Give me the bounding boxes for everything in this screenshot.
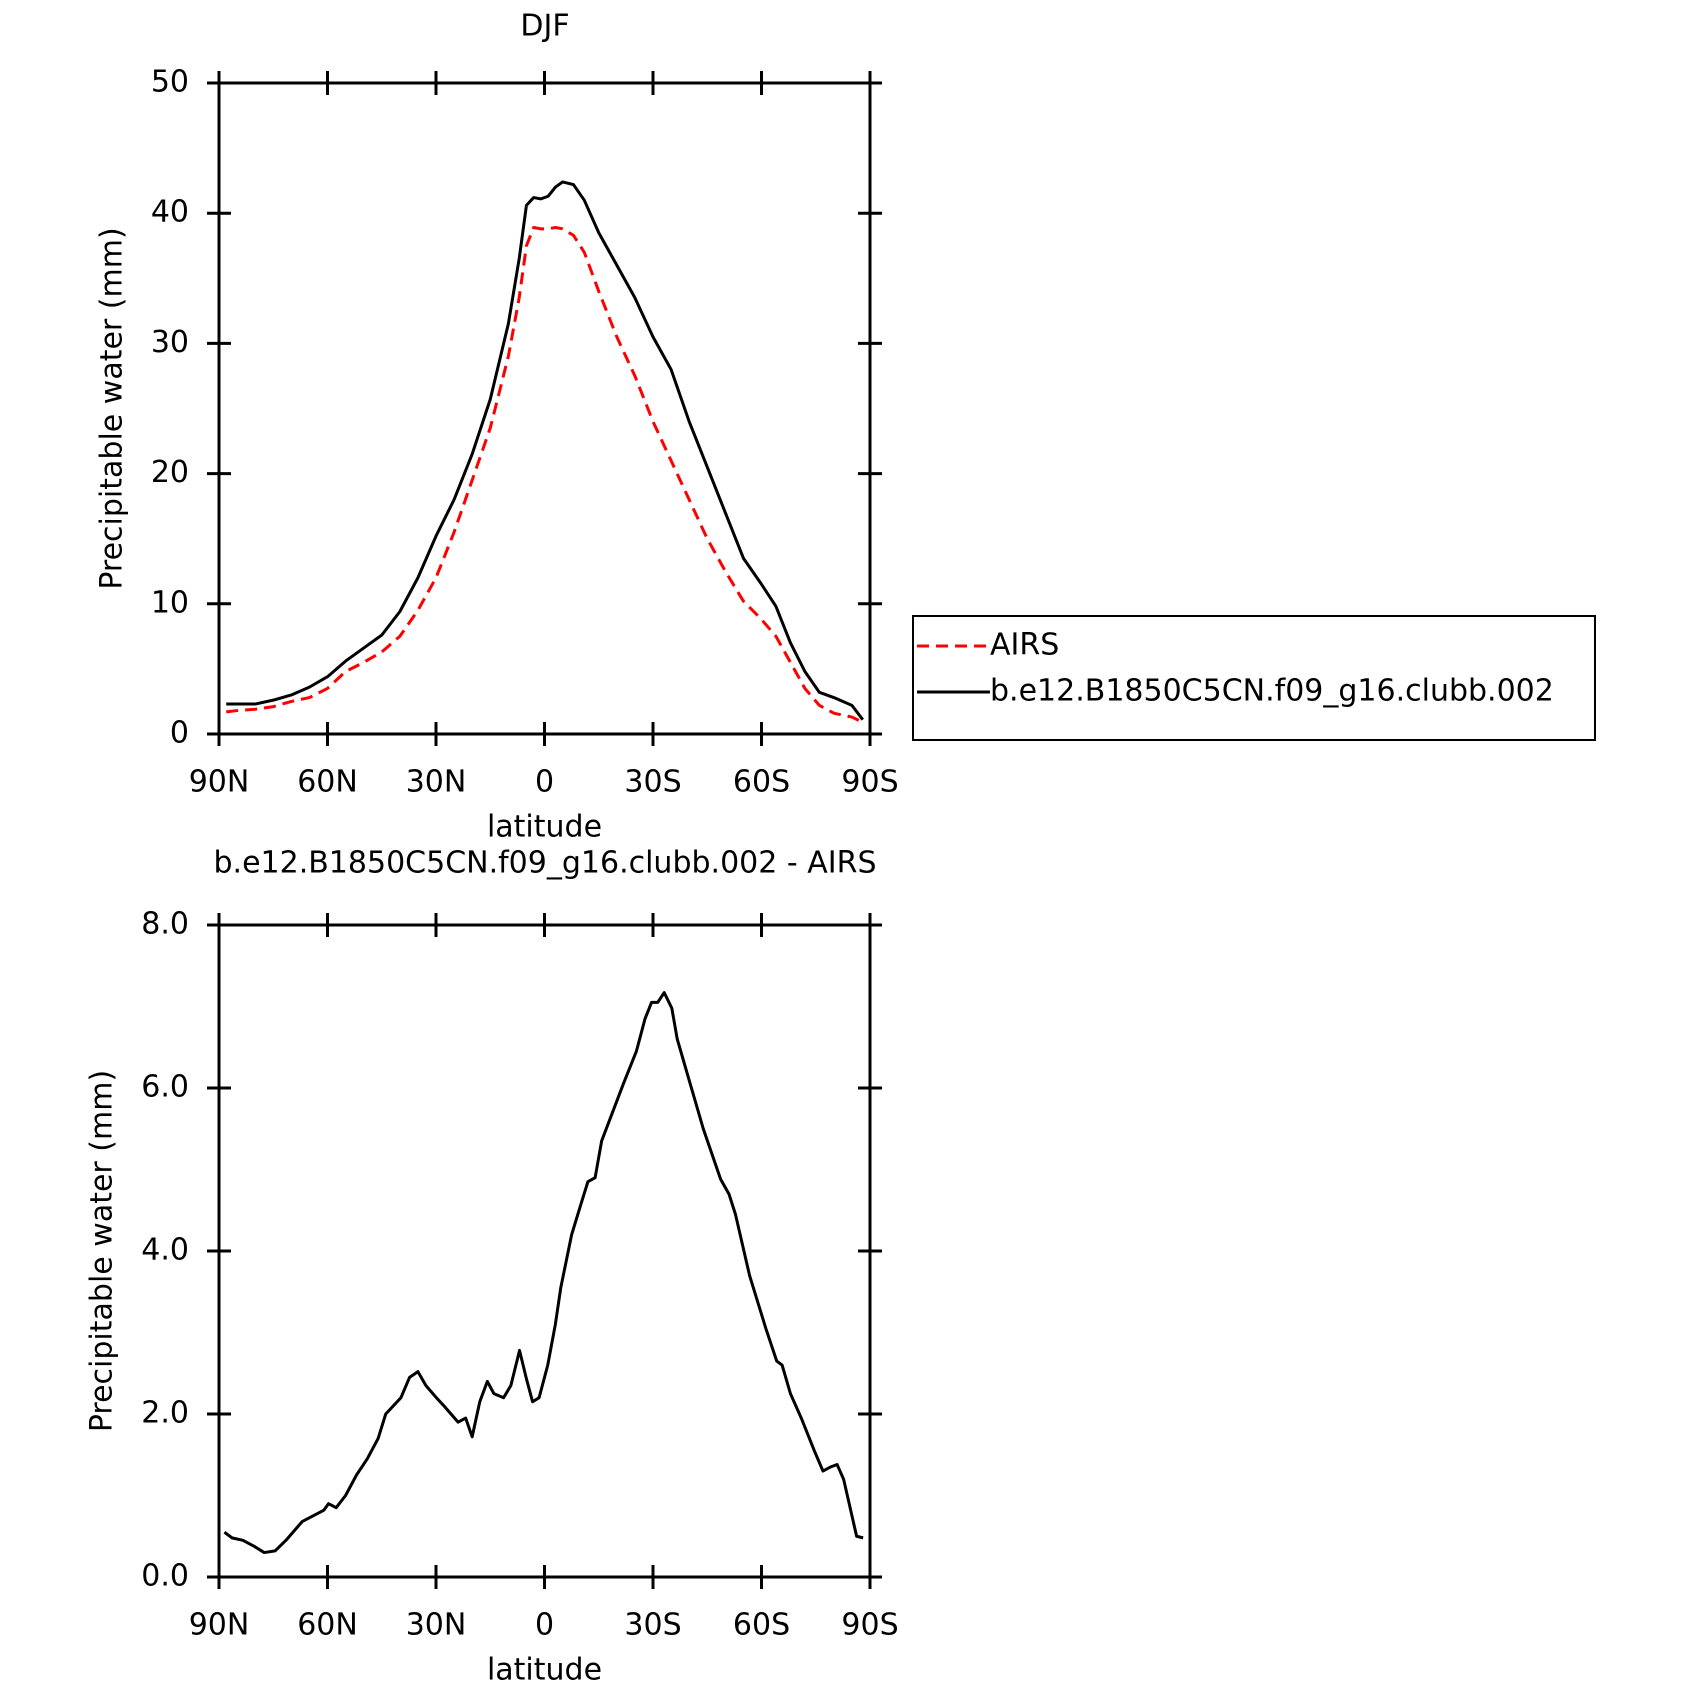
x-tick-label: 30S	[624, 1608, 681, 1643]
x-tick-label: 30S	[624, 765, 681, 800]
x-tick-label: 60N	[297, 765, 358, 800]
y-tick-label: 0.0	[141, 1559, 189, 1594]
x-axis-label: latitude	[487, 810, 602, 845]
legend-label: b.e12.B1850C5CN.f09_g16.clubb.002	[990, 674, 1554, 709]
legend-label: AIRS	[990, 628, 1059, 663]
legend-box	[912, 615, 1596, 741]
x-tick-label: 90S	[841, 765, 898, 800]
y-tick-label: 40	[151, 195, 189, 230]
x-tick-label: 0	[535, 1608, 554, 1643]
data-line	[226, 180, 864, 721]
chart-title: DJF	[520, 9, 569, 44]
y-tick-label: 30	[151, 325, 189, 360]
x-tick-label: 0	[535, 765, 554, 800]
y-axis-label: Precipitable water (mm)	[95, 227, 130, 589]
y-tick-label: 0	[170, 716, 189, 751]
x-tick-label: 60S	[733, 1608, 790, 1643]
x-tick-label: 30N	[406, 1608, 467, 1643]
y-tick-label: 10	[151, 585, 189, 620]
data-line	[223, 991, 864, 1555]
y-tick-label: 20	[151, 455, 189, 490]
y-tick-label: 6.0	[141, 1070, 189, 1105]
x-tick-label: 60S	[733, 765, 790, 800]
y-tick-label: 8.0	[141, 907, 189, 942]
y-tick-label: 50	[151, 65, 189, 100]
y-axis-label: Precipitable water (mm)	[85, 1070, 120, 1432]
x-tick-label: 90N	[189, 1608, 250, 1643]
x-tick-label: 60N	[297, 1608, 358, 1643]
x-tick-label: 90N	[189, 765, 250, 800]
y-tick-label: 4.0	[141, 1233, 189, 1268]
x-tick-label: 90S	[841, 1608, 898, 1643]
x-tick-label: 30N	[406, 765, 467, 800]
x-axis-label: latitude	[487, 1653, 602, 1685]
chart-title: b.e12.B1850C5CN.f09_g16.clubb.002 - AIRS	[213, 846, 876, 881]
y-tick-label: 2.0	[141, 1396, 189, 1431]
